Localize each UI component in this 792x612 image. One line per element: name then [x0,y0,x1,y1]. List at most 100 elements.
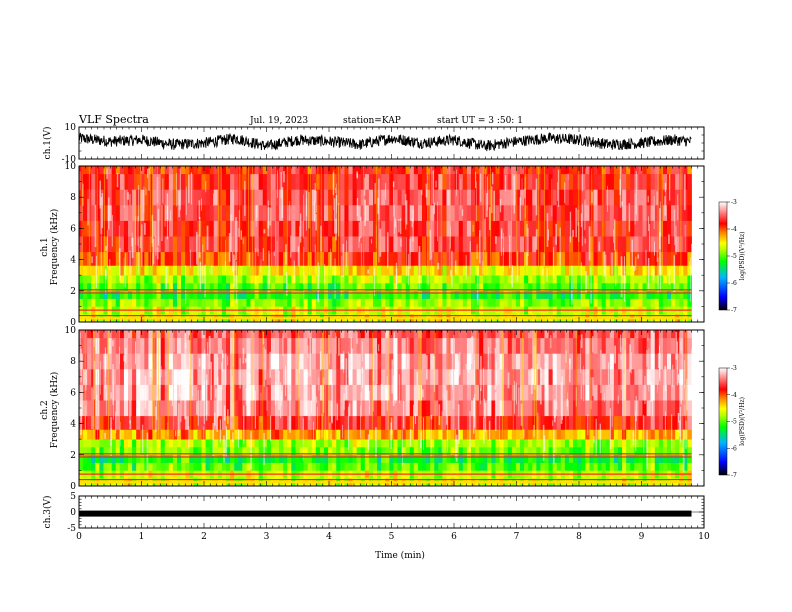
ch1-spec-cell [364,275,370,284]
ch1-spec-cell [503,220,509,237]
ch2-spec-cell [495,454,500,463]
ch2-spec-cell [250,384,255,401]
ch2-spec-cell [483,330,488,339]
ch2-spec-cell [605,353,611,370]
ch1-spec-cell [226,236,231,253]
ch1-spec-cell [405,298,411,307]
ch1-spec-narrowband-line [79,315,692,317]
ch2-spec-cell [618,429,623,440]
ch1-spec-cell [401,236,407,253]
ch1-spec-cell [483,283,488,292]
ch1-spec-cell [466,275,472,284]
ch1-spec-cell [658,173,664,190]
ch1-spec-cell [103,236,108,253]
ch1-spec-cell [466,283,472,292]
ch1-spec-cell [83,298,88,307]
ch2-spec-cell [515,462,521,471]
ch1-spec-cell [226,283,231,292]
ch1-spec-streak [176,172,177,207]
ch1-spec-cell [422,265,427,276]
ch1-spec-cell [221,166,227,175]
ch1-spec-cell [185,236,190,253]
ch2-spec-cell [564,447,570,456]
ch1-spec-cell [564,283,570,292]
ch2-spec-cell [189,384,194,401]
ch2-spec-cell [111,415,117,430]
ch2-spec-cell [613,369,619,385]
ch2-spec-cell [536,415,541,430]
ch1-spec-cell [487,189,492,206]
ch2-spec-cell [332,415,337,430]
ch1-spec-cell [111,173,117,190]
ch2-spec-cell [262,439,268,448]
ch1-spec-cell [107,265,113,276]
ch2-spec-cell [667,429,672,440]
ch2-spec-cell [352,415,358,430]
ch1-spec-cell [79,166,84,175]
ch1-spec-streak [95,255,98,289]
ch1-spec-streak [546,213,549,247]
ch2-spec-cell [495,330,500,339]
ch1-spec-cell [119,189,125,206]
ch1-spec-cell [397,236,402,253]
ch1-spec-streak [334,198,336,234]
ch1-spec-cell [679,220,684,237]
ch1-spec-cell [626,205,631,221]
ch2-spec-cell [217,462,223,471]
ch1-spec-streak [276,241,278,276]
ch1-spec-cell [495,283,500,292]
ch2-spec-cell [634,330,639,339]
ch1-spec-cell [401,189,407,206]
ch2-spec-cell [466,429,472,440]
ch2-spec-cell [348,462,353,471]
ch2-spec-cell [115,330,121,339]
ch1-spec-cell [266,298,272,307]
ch2-spec-cell [548,400,554,417]
ch1-spec-cell [548,251,554,266]
ch1-spec-streak [691,244,693,274]
ch1-spec-cell [532,166,537,175]
ch2-spec-cell [336,429,341,440]
ch1-spec-cell [548,283,554,292]
ch2-spec-cell [515,330,521,339]
ch2-spec-cell [197,369,202,385]
ch1-spec-cell [258,205,264,221]
ch1-spec-streak [317,262,320,303]
ch2-spec-cell [197,384,202,401]
ch2-spec-cell [409,369,415,385]
ch1-spec-cell [246,298,251,307]
ch2-spec-cell [560,384,566,401]
ch1-spec-cell [626,236,631,253]
ch2-spec-cell [254,353,260,370]
ch2-spec-cell [324,439,329,448]
ch2-spec-cell [458,384,464,401]
ch2-spec-cell [638,454,643,463]
ch1-spec-cell [221,283,227,292]
ch1-spec-cell [197,173,202,190]
ch1-spec-cell [193,220,198,237]
ch1-spec-cell [303,205,309,221]
ch2-spec-cell [658,337,664,354]
ch2-spec-cell [328,353,333,370]
ch2-spec-cell [544,337,549,354]
ch2-spec-cell [393,447,398,456]
ch1-spec-cell [189,236,194,253]
ch1-spec-cell [103,251,108,266]
ch1-spec-cell [172,236,178,253]
ch2-spec-cell [213,330,219,339]
ch1-spec-cell [368,275,374,284]
ch1-spec-cell [560,236,566,253]
ch2-spec-cell [646,330,652,339]
ch1-spec-cell [385,298,390,307]
ch1-spec-cell [254,251,260,266]
ch2-spec-cell [368,447,374,456]
ch1-spec-cell [515,205,521,221]
ch2-spec-cell [548,330,554,339]
ch1-spec-streak [125,252,127,288]
ch1-spec-cell [107,189,113,206]
ch2-spec-cell [503,384,509,401]
ch1-spec-cell [605,205,611,221]
ch1-spec-cell [654,173,660,190]
ch1-spec-cell [450,275,456,284]
ch2-spec-cell [123,384,129,401]
